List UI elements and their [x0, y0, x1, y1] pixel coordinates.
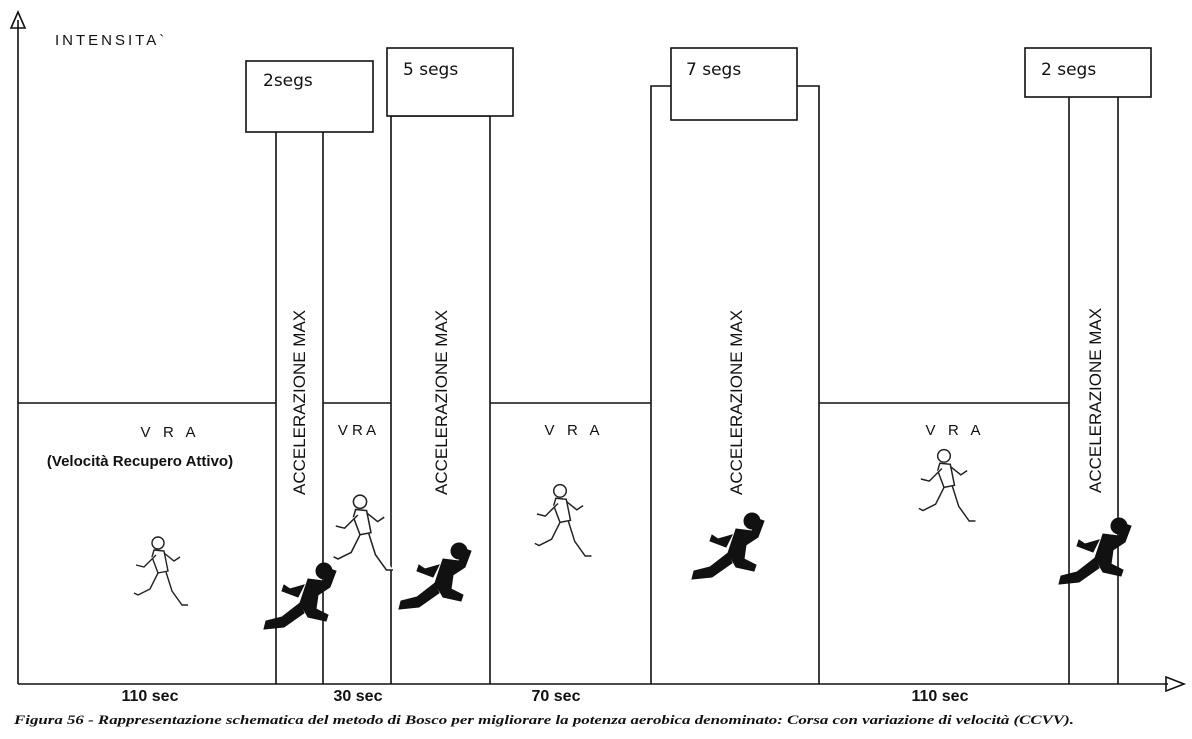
runner-outline-icon: [133, 536, 189, 606]
runner-outline-icon: [332, 494, 394, 571]
y-axis-arrow: [9, 10, 27, 29]
duration-box-2: [386, 47, 514, 117]
duration-box-4-label: 2 segs: [1041, 60, 1096, 80]
vra-label-1: V R A: [140, 424, 195, 441]
duration-box-3-label: 7 segs: [686, 60, 741, 80]
duration-label-2: 30 sec: [334, 688, 383, 705]
duration-label-1: 110 sec: [122, 688, 179, 705]
duration-box-4: [1024, 47, 1152, 98]
duration-label-4: 110 sec: [912, 688, 969, 705]
runner-outline-icon: [534, 483, 593, 557]
figure-caption: Figura 56 - Rappresentazione schematica …: [13, 713, 1074, 727]
runner-silhouette-icon: [691, 512, 765, 580]
vra-label-4: V R A: [925, 422, 980, 439]
runner-outline-icon: [918, 448, 977, 522]
y-axis-label: INTENSITA`: [55, 32, 167, 49]
accel-label-3: ACCELERAZIONE MAX: [727, 310, 746, 495]
duration-box-3: [670, 47, 798, 121]
duration-box-2-label: 5 segs: [403, 60, 458, 80]
runner-silhouette-icon: [398, 542, 472, 610]
x-axis-arrow: [1165, 675, 1187, 693]
accel-label-1: ACCELERAZIONE MAX: [290, 310, 309, 495]
accel-bar-4: [1068, 97, 1119, 684]
duration-box-1-label: 2segs: [263, 71, 313, 91]
runner-silhouette-icon: [263, 562, 337, 630]
accel-label-2: ACCELERAZIONE MAX: [432, 310, 451, 495]
vra-label-2: V R A: [338, 422, 376, 439]
accel-label-4: ACCELERAZIONE MAX: [1086, 308, 1105, 493]
duration-box-1: [245, 60, 374, 133]
vra-note: (Velocità Recupero Attivo): [47, 453, 233, 470]
vra-label-3: V R A: [544, 422, 599, 439]
duration-label-3: 70 sec: [532, 688, 581, 705]
